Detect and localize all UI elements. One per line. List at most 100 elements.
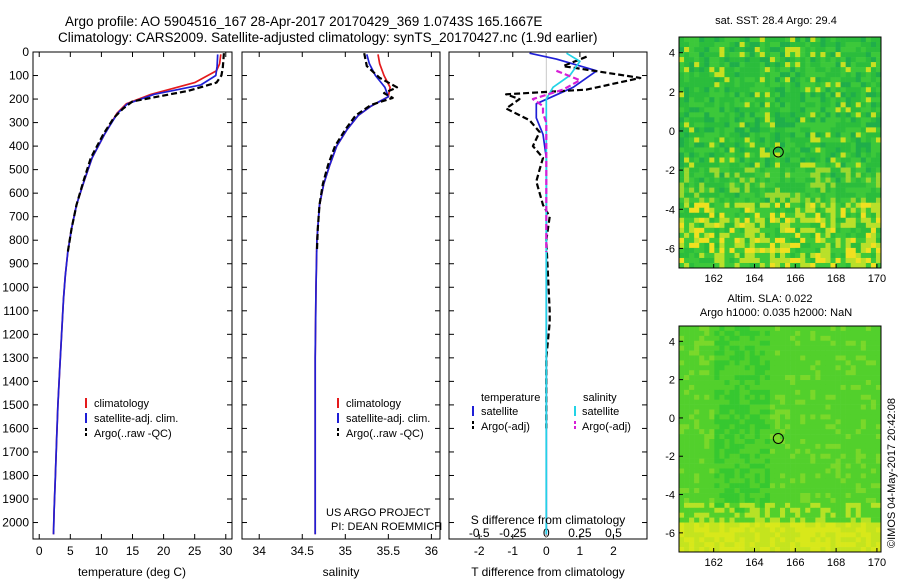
heatmap-cell [795, 389, 801, 396]
heatmap-cell [815, 326, 821, 332]
heatmap-cell [724, 429, 730, 435]
heatmap-cell [719, 326, 725, 332]
heatmap-cell [704, 375, 710, 381]
heatmap-cell [805, 132, 811, 138]
heatmap-cell [805, 439, 811, 445]
heatmap-cell [820, 429, 826, 435]
heatmap-cell [769, 463, 776, 469]
heatmap-cell [825, 112, 831, 118]
heatmap-cell [840, 157, 846, 163]
heatmap-cell [855, 527, 862, 533]
heatmap-cell [769, 330, 776, 337]
heatmap-cell [694, 365, 700, 371]
series-temperature-satellite [529, 52, 598, 535]
heatmap-cell [805, 102, 811, 108]
heatmap-cell [805, 419, 811, 425]
heatmap-cell [795, 257, 801, 264]
heatmap-cell [759, 326, 766, 332]
heatmap-cell [825, 458, 831, 464]
heatmap-cell [689, 107, 695, 113]
heatmap-cell [840, 127, 846, 133]
heatmap-cell [684, 439, 690, 445]
heatmap-cell [800, 473, 806, 479]
heatmap-cell [699, 137, 705, 143]
heatmap-cell [825, 227, 831, 234]
heatmap-cell [870, 232, 877, 239]
heatmap-cell [774, 365, 781, 371]
heatmap-cell [855, 360, 862, 366]
heatmap-cell [739, 227, 745, 234]
heatmap-cell [830, 192, 836, 198]
heatmap-cell [875, 375, 882, 381]
heatmap-cell [815, 370, 821, 376]
heatmap-cell [780, 252, 786, 259]
heatmap-cell [870, 137, 877, 143]
heatmap-cell [865, 330, 872, 337]
heatmap-cell [719, 182, 725, 188]
heatmap-cell [780, 394, 786, 400]
heatmap-cell [825, 478, 831, 484]
heatmap-cell [860, 82, 867, 88]
heatmap-cell [795, 404, 801, 410]
heatmap-cell [850, 92, 857, 98]
heatmap-cell [825, 365, 831, 371]
heatmap-cell [744, 102, 750, 108]
heatmap-cell [855, 517, 862, 523]
heatmap-cell [719, 443, 725, 450]
heatmap-cell [709, 157, 715, 163]
heatmap-cell [865, 117, 872, 123]
heatmap-cell [689, 242, 695, 249]
heatmap-cell [825, 82, 831, 88]
heatmap-cell [684, 532, 690, 538]
heatmap-cell [774, 242, 781, 249]
heatmap-cell [724, 473, 730, 479]
heatmap-cell [845, 207, 851, 214]
heatmap-cell [785, 365, 791, 371]
heatmap-cell [785, 394, 791, 400]
heatmap-cell [759, 72, 766, 78]
heatmap-cell [860, 247, 867, 254]
heatmap-cell [729, 478, 735, 484]
heatmap-cell [744, 247, 750, 254]
heatmap-cell [734, 399, 740, 405]
heatmap-cell [810, 197, 816, 204]
heatmap-cell [754, 527, 761, 533]
heatmap-cell [820, 132, 826, 138]
heatmap-cell [870, 497, 877, 504]
heatmap-cell [679, 72, 685, 78]
heatmap-cell [850, 72, 857, 78]
heatmap-cell [729, 202, 735, 209]
heatmap-cell [795, 137, 801, 143]
heatmap-cell [694, 493, 700, 499]
heatmap-cell [764, 47, 771, 53]
heatmap-cell [739, 102, 745, 108]
heatmap-cell [704, 443, 710, 450]
heatmap-cell [704, 507, 710, 513]
heatmap-cell [749, 335, 756, 342]
heatmap-cell [845, 458, 851, 464]
heatmap-cell [759, 399, 766, 405]
heatmap-cell [780, 473, 786, 479]
heatmap-cell [719, 488, 725, 494]
heatmap-cell [825, 389, 831, 396]
heatmap-cell [764, 262, 771, 269]
heatmap-cell [734, 542, 740, 548]
heatmap-cell [845, 97, 851, 103]
heatmap-cell [774, 262, 781, 269]
heatmap-cell [724, 157, 730, 163]
heatmap-cell [729, 222, 735, 229]
heatmap-cell [694, 147, 700, 153]
heatmap-cell [679, 137, 685, 143]
heatmap-cell [694, 162, 700, 168]
heatmap-cell [724, 335, 730, 342]
heatmap-cell [774, 473, 781, 479]
heatmap-cell [785, 127, 791, 133]
heatmap-cell [875, 102, 882, 108]
heatmap-cell [785, 212, 791, 219]
heatmap-cell [825, 473, 831, 479]
heatmap-cell [810, 117, 816, 123]
heatmap-cell [679, 37, 685, 43]
sst-map-title: sat. SST: 28.4 Argo: 29.4 [715, 15, 837, 27]
heatmap-cell [855, 157, 862, 163]
heatmap-cell [845, 92, 851, 98]
